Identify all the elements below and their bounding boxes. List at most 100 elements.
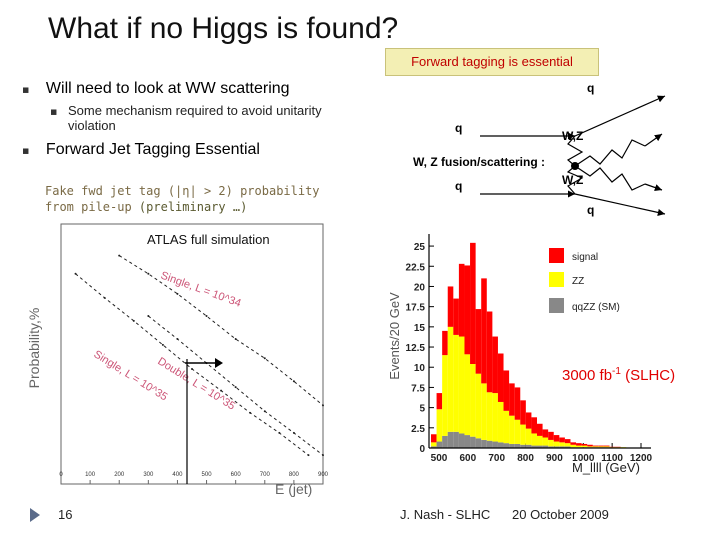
boson-out-top [574,139,646,167]
right-chart-xlabel: M_llll (GeV) [572,460,640,475]
right-bar-1-21 [548,439,554,447]
right-bar-1-27 [581,445,588,448]
left-point-0-4 [234,338,237,341]
left-point-2-0 [147,315,150,318]
right-bar-0-16 [520,400,526,425]
left-chart: ATLAS full simulation Probability,% E (j… [26,223,329,497]
bullet-2: ▪ Forward Jet Tagging Essential [22,141,260,159]
legend-qqzz: qqZZ (SM) [572,302,620,313]
right-bar-0-11 [492,336,498,394]
right-bar-0-29 [592,445,599,447]
right-bar-1-16 [520,424,526,445]
right-bar-2-21 [548,446,554,448]
left-xtick-label-1: 100 [85,472,96,478]
left-point-1-8 [307,454,310,457]
right-bar-2-8 [475,438,482,448]
sub-bullet-1-line2: violation [68,118,116,133]
left-point-2-6 [322,454,324,457]
right-bar-1-3 [447,326,454,432]
right-ytick-label-4: 10 [414,363,426,374]
quark-line-bottom-out [574,193,666,216]
feynman-diagram: q q W,Z W, Z fusion/scattering : q W,Z q [413,81,666,217]
right-bar-2-9 [481,439,487,448]
right-bar-0-14 [509,383,515,416]
right-bar-2-2 [442,435,448,448]
bullet-2-text: Forward Jet Tagging Essential [45,141,260,158]
right-bar-1-30 [598,446,604,448]
right-bar-0-0 [431,434,437,443]
right-bar-0-17 [525,412,532,429]
right-bar-0-8 [475,309,482,374]
left-point-1-4 [191,367,193,370]
right-bar-0-24 [564,439,571,444]
bullet-1: ▪ Will need to look at WW scattering [22,80,290,98]
boson-out-top-arrow [644,133,663,147]
right-bar-0-31 [603,445,610,447]
right-bar-0-19 [537,423,543,436]
right-bar-2-0 [431,446,437,448]
right-bar-2-24 [564,446,571,448]
right-bar-0-22 [553,435,560,442]
footer-arrow-icon [30,508,40,522]
right-bar-1-10 [486,392,493,441]
quark-line-top-out [574,95,666,137]
right-ytick-label-2: 5 [419,404,425,415]
feynman-q-top-right: q [587,81,594,95]
feynman-q-left-bottom: q [455,179,462,193]
sub-bullet-1: ▪ [50,102,57,120]
right-ytick-label-6: 15 [414,323,426,334]
bullet-icon: ▪ [22,83,30,96]
left-point-0-6 [292,380,295,383]
legend-swatch-zz [549,272,564,287]
right-bar-0-25 [570,442,577,445]
right-ytick-label-5: 12.5 [406,343,426,354]
right-ytick-label-1: 2.5 [411,424,425,435]
right-ytick-label-7: 17.5 [406,303,426,314]
feynman-fusion-label: W, Z fusion/scattering : [413,155,545,169]
fake-note-line2b: (preliminary …) [138,200,248,214]
left-chart-xlabel: E (jet) [275,481,312,497]
right-bar-1-9 [481,383,487,440]
left-xtick-label-9: 900 [318,472,329,478]
right-bar-2-7 [470,436,476,448]
right-bar-0-26 [576,443,582,446]
right-bar-1-2 [442,355,448,436]
left-point-1-0 [74,272,77,275]
right-bar-1-8 [475,373,482,439]
left-point-0-3 [205,315,208,318]
feynman-q-left-top: q [455,121,462,135]
right-bar-1-22 [553,441,560,447]
legend-zz: ZZ [572,276,584,287]
boson-out-bottom [574,165,646,191]
luminosity-main: 3000 fb [562,367,613,384]
left-point-1-2 [132,319,135,322]
right-chart-xticks: 500 600 700 800 900 1000 1100 1200 [431,443,653,464]
right-bar-1-1 [436,409,443,442]
right-bar-2-13 [503,443,510,448]
left-chart-series [74,254,324,457]
left-point-2-5 [292,431,295,434]
right-bar-1-12 [497,401,504,443]
sub-bullet-1-line1: Some mechanism required to avoid unitari… [68,103,322,118]
boson-line-bottom [566,165,584,195]
right-bar-0-7 [470,242,476,364]
left-chart-arrow [185,358,223,484]
right-chart: Events/20 GeV 0 2.5 5 7.5 10 12.5 15 17.5 20 22.5… [387,234,653,475]
feynman-wz-top: W,Z [562,129,583,143]
right-chart-bars [431,242,643,448]
right-bar-1-0 [431,442,437,447]
right-bar-1-24 [564,443,571,447]
right-bar-2-20 [542,445,549,448]
left-xtick-label-8: 800 [289,472,300,478]
right-bar-1-29 [592,446,599,448]
right-ytick-label-8: 20 [414,282,426,293]
right-bar-2-17 [525,444,532,448]
right-chart-yticks: 0 2.5 5 7.5 10 12.5 15 17.5 20 22.5 25 [406,242,434,455]
vertex-dot [571,162,579,170]
feynman-wz-bottom: W,Z [562,173,583,187]
right-bar-2-4 [453,431,459,448]
right-bar-1-14 [509,415,515,444]
right-bar-2-12 [497,442,504,448]
boson-line-top [566,135,584,167]
left-point-1-1 [103,296,106,299]
